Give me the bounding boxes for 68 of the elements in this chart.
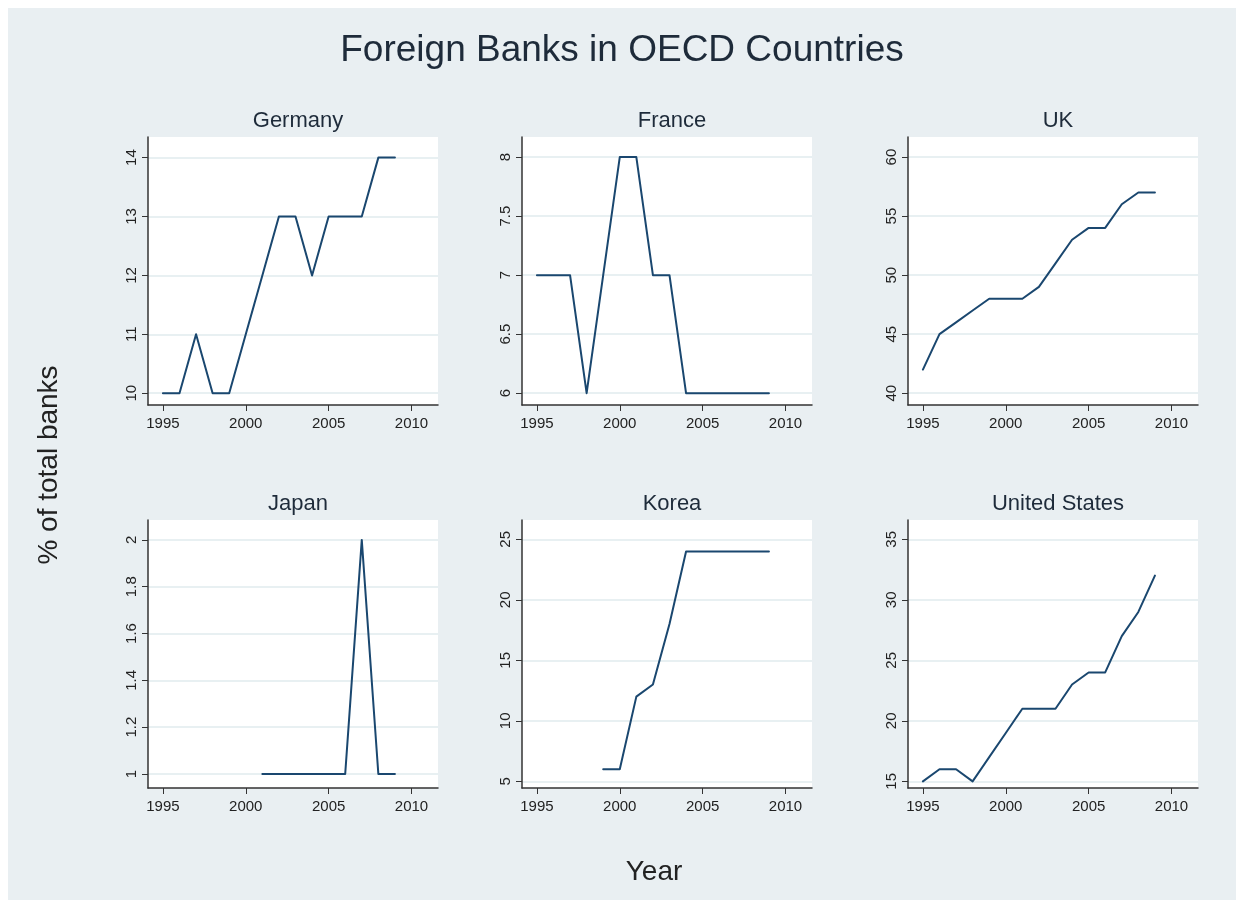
y-tick-label: 25 — [496, 531, 513, 548]
x-tick-label: 2010 — [1154, 414, 1189, 431]
x-tick-label: 2010 — [394, 797, 429, 814]
y-tick-label: 10 — [496, 712, 513, 730]
y-tick-label: 12 — [122, 267, 139, 284]
line-series — [602, 550, 770, 771]
y-tick-label: 55 — [882, 207, 899, 225]
chart-title: UK — [1042, 106, 1074, 132]
y-tick-label: 13 — [122, 208, 139, 225]
y-tick-label: 15 — [882, 773, 899, 790]
x-axis-title: Year — [625, 855, 683, 887]
x-tick-label: 1995 — [146, 414, 180, 431]
y-tick-label: 20 — [882, 712, 899, 730]
x-tick-label: 2010 — [768, 797, 803, 814]
x-tick-label: 2000 — [989, 797, 1023, 814]
text: Foreign Banks in OECD Countries — [340, 28, 904, 70]
x-tick-label: 1995 — [906, 797, 940, 814]
y-tick-label: 20 — [496, 591, 513, 609]
x-tick-label: 2005 — [685, 797, 720, 814]
y-tick-label: 2 — [122, 535, 139, 545]
x-tick-label: 2010 — [1154, 797, 1189, 814]
line-series — [921, 574, 1156, 783]
y-tick-label: 60 — [882, 148, 899, 166]
y-tick-label: 45 — [882, 325, 899, 343]
y-tick-label: 7 — [496, 270, 513, 280]
y-tick-label: 8 — [496, 152, 513, 162]
chart-title: France — [637, 106, 707, 132]
x-tick-label: 2000 — [229, 414, 263, 431]
x-tick-label: 2010 — [768, 414, 803, 431]
y-tick-label: 1 — [122, 769, 139, 779]
y-tick-label: 1.2 — [122, 716, 139, 738]
y-tick-label: 7.5 — [496, 205, 513, 227]
y-tick-label: 25 — [882, 652, 899, 669]
chart-title: Japan — [268, 489, 328, 515]
chart-title: Germany — [252, 106, 344, 132]
y-tick-label: 6 — [496, 389, 513, 398]
x-tick-label: 1995 — [520, 797, 554, 814]
x-tick-label: 2010 — [394, 414, 429, 431]
y-tick-label: 40 — [882, 384, 899, 402]
y-tick-label: 14 — [122, 149, 139, 166]
x-tick-label: 2005 — [1071, 797, 1106, 814]
y-tick-label: 15 — [496, 652, 513, 669]
x-tick-label: 1995 — [146, 797, 180, 814]
y-tick-label: 6.5 — [496, 323, 513, 345]
x-tick-label: 2005 — [1071, 414, 1106, 431]
y-tick-label: 35 — [882, 531, 899, 548]
x-tick-label: 2000 — [229, 797, 263, 814]
x-tick-label: 2005 — [311, 797, 346, 814]
y-axis-title: % of total banks — [32, 365, 64, 565]
y-tick-label: 11 — [122, 326, 139, 343]
y-tick-label: 5 — [496, 777, 513, 786]
x-tick-label: 2000 — [603, 797, 637, 814]
chart-title: Korea — [642, 489, 703, 515]
y-tick-label: 50 — [882, 266, 899, 284]
line-series — [161, 156, 396, 395]
x-tick-label: 2000 — [989, 414, 1023, 431]
x-tick-label: 2005 — [685, 414, 720, 431]
y-tick-label: 1.6 — [122, 623, 139, 644]
x-tick-label: 2005 — [311, 414, 346, 431]
y-tick-label: 10 — [122, 384, 139, 402]
x-tick-label: 2000 — [603, 414, 637, 431]
line-series — [921, 191, 1156, 371]
chart-title: United States — [991, 489, 1125, 515]
x-tick-label: 1995 — [906, 414, 940, 431]
y-tick-label: 1.4 — [122, 669, 139, 691]
y-tick-label: 30 — [882, 591, 899, 609]
x-tick-label: 1995 — [520, 414, 554, 431]
y-tick-label: 1.8 — [122, 576, 139, 598]
